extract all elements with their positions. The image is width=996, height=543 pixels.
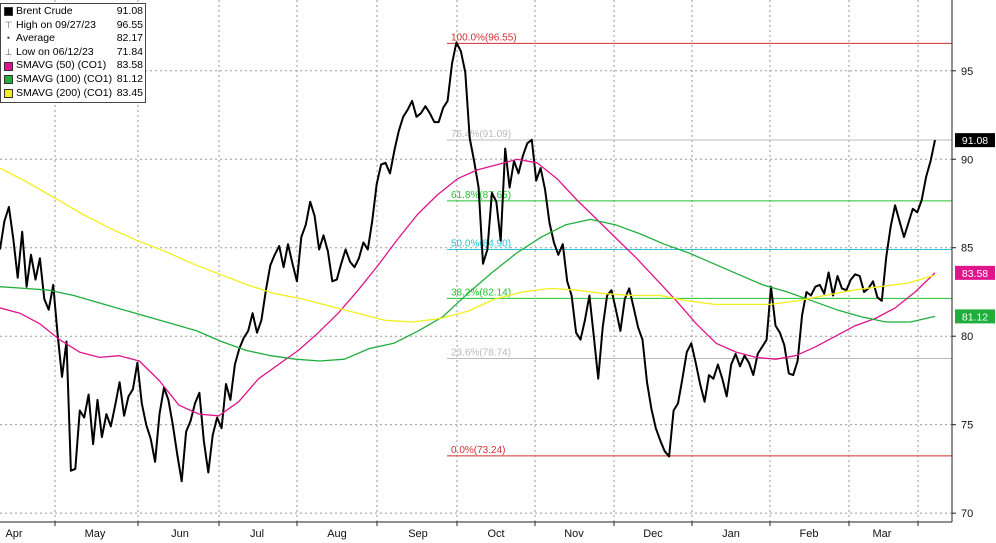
- legend-value: 83.58: [116, 59, 143, 72]
- y-tick-label: 70: [961, 508, 973, 520]
- fib-label: 76.4%(91.09): [451, 129, 511, 140]
- legend-label: Average: [16, 32, 55, 45]
- legend-swatch: [4, 88, 13, 98]
- x-tick-label: Jun: [171, 528, 189, 540]
- fib-label: 38.2%(82.14): [451, 287, 511, 298]
- chart-legend: Brent Crude 91.08 ⊤ High on 09/27/23 96.55 • A…: [0, 3, 146, 104]
- y-tick-label: 95: [961, 66, 973, 78]
- value-tag-label: 91.08: [962, 135, 988, 147]
- x-tick-label: Feb: [800, 528, 819, 540]
- fib-label: 23.6%(78.74): [451, 347, 511, 358]
- legend-value: 96.55: [116, 18, 143, 31]
- high-icon: ⊤: [4, 19, 13, 30]
- average-icon: •: [6, 33, 11, 44]
- y-tick-label: 75: [961, 420, 973, 432]
- x-tick-label: Apr: [5, 528, 22, 540]
- x-tick-label: Sep: [408, 528, 428, 540]
- legend-row: SMAVG (100) (CO1) 81.12: [4, 73, 143, 87]
- x-tick-label: Aug: [327, 528, 347, 540]
- low-icon: ⊥: [4, 46, 13, 57]
- legend-value: 83.45: [116, 86, 143, 99]
- x-tick-label: Dec: [643, 528, 663, 540]
- x-tick-label: Mar: [873, 528, 892, 540]
- legend-value: 71.84: [116, 45, 143, 58]
- x-tick-label: May: [85, 528, 106, 540]
- legend-label: SMAVG (200) (CO1): [16, 86, 113, 99]
- legend-swatch: [4, 61, 13, 71]
- value-tag-label: 83.58: [962, 268, 988, 280]
- value-tag-label: 81.12: [962, 311, 988, 323]
- value-tag: [955, 309, 995, 324]
- legend-label: Low on 06/12/23: [16, 45, 94, 58]
- legend-row: ⊥ Low on 06/12/23 71.84: [4, 46, 143, 60]
- fib-label: 100.0%(96.55): [451, 32, 517, 43]
- legend-row: ⊤ High on 09/27/23 96.55: [4, 19, 143, 33]
- legend-row: • Average 82.17: [4, 32, 143, 46]
- legend-value: 91.08: [116, 5, 143, 17]
- series-line-smavg-3: [0, 167, 936, 323]
- legend-label: Brent Crude: [16, 5, 73, 17]
- x-tick-label: Jul: [250, 528, 264, 540]
- x-tick-label: Oct: [487, 528, 504, 540]
- legend-row: SMAVG (50) (CO1) 83.58: [4, 59, 143, 73]
- x-tick-label: Jan: [722, 528, 740, 540]
- value-tag: [955, 265, 995, 280]
- x-tick-label: Nov: [564, 528, 584, 540]
- series-line-smavg-2: [0, 218, 936, 362]
- series-line-brent-crude: [0, 41, 936, 483]
- series-line-smavg-1: [0, 158, 936, 417]
- fib-label: 0.0%(73.24): [451, 445, 505, 456]
- legend-label: SMAVG (50) (CO1): [16, 59, 107, 72]
- legend-swatch: [4, 7, 13, 17]
- legend-row: SMAVG (200) (CO1) 83.45: [4, 87, 143, 101]
- y-tick-label: 85: [961, 243, 973, 255]
- legend-value: 81.12: [116, 72, 143, 85]
- y-tick-label: 90: [961, 154, 973, 166]
- value-tag: [955, 133, 995, 148]
- fib-label: 61.8%(87.65): [451, 190, 511, 201]
- legend-label: SMAVG (100) (CO1): [16, 72, 113, 85]
- legend-value: 82.17: [116, 32, 143, 45]
- legend-swatch: [4, 75, 13, 85]
- y-tick-label: 80: [961, 331, 973, 343]
- legend-label: High on 09/27/23: [16, 18, 96, 31]
- legend-row: Brent Crude 91.08: [4, 5, 143, 19]
